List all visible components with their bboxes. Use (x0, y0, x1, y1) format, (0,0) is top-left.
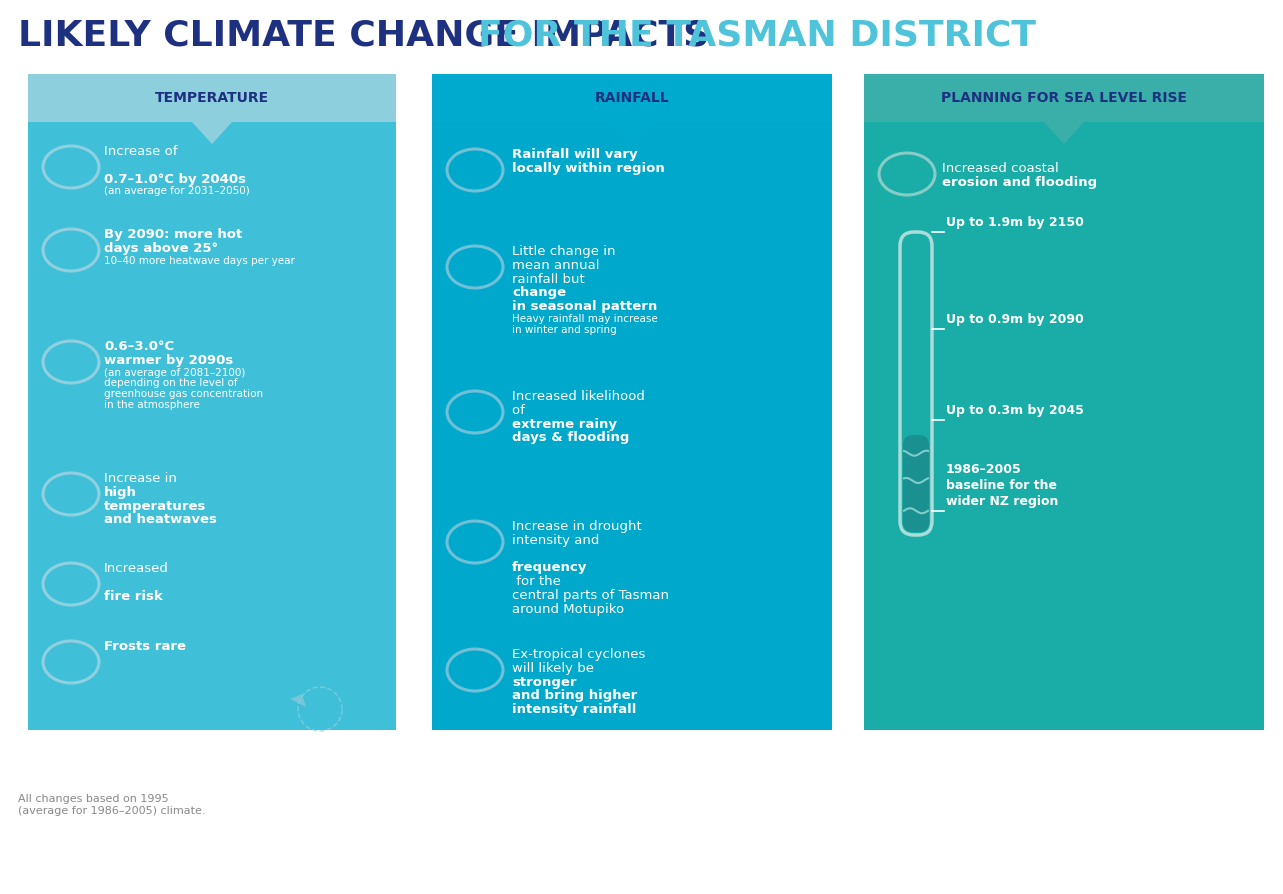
FancyBboxPatch shape (903, 435, 929, 532)
Text: (an average of 2081–2100): (an average of 2081–2100) (104, 367, 245, 377)
Text: high: high (104, 485, 137, 499)
Text: Up to 0.9m by 2090: Up to 0.9m by 2090 (946, 313, 1084, 326)
Polygon shape (612, 122, 652, 144)
Text: FOR THE TASMAN DISTRICT: FOR THE TASMAN DISTRICT (479, 19, 1035, 53)
Text: Increase of: Increase of (104, 145, 177, 158)
Text: for the: for the (512, 575, 561, 588)
Text: Heavy rainfall may increase: Heavy rainfall may increase (512, 314, 658, 324)
Text: and bring higher: and bring higher (512, 689, 638, 703)
Text: greenhouse gas concentration: greenhouse gas concentration (104, 389, 263, 400)
Text: in the atmosphere: in the atmosphere (104, 401, 200, 410)
Text: RAINFALL: RAINFALL (595, 91, 670, 105)
Text: extreme rainy: extreme rainy (512, 417, 617, 431)
Text: Up to 1.9m by 2150: Up to 1.9m by 2150 (946, 216, 1084, 229)
Text: Increased coastal: Increased coastal (942, 162, 1058, 175)
Polygon shape (1044, 122, 1084, 144)
FancyBboxPatch shape (899, 232, 931, 535)
Text: Frosts rare: Frosts rare (104, 640, 186, 653)
Text: days above 25°: days above 25° (104, 241, 218, 255)
Text: intensity and: intensity and (512, 534, 599, 547)
Bar (432, 122, 831, 730)
Text: TEMPERATURE: TEMPERATURE (155, 91, 269, 105)
Text: PLANNING FOR SEA LEVEL RISE: PLANNING FOR SEA LEVEL RISE (940, 91, 1187, 105)
Polygon shape (290, 687, 319, 707)
Text: Up to 0.3m by 2045: Up to 0.3m by 2045 (946, 404, 1084, 417)
Text: (an average for 2031–2050): (an average for 2031–2050) (104, 186, 250, 197)
Text: 0.6–3.0°C: 0.6–3.0°C (104, 340, 174, 353)
Text: Increase in: Increase in (104, 472, 181, 485)
Text: LIKELY CLIMATE CHANGE IMPACTS: LIKELY CLIMATE CHANGE IMPACTS (18, 19, 722, 53)
Text: 0.7–1.0°C by 2040s: 0.7–1.0°C by 2040s (104, 173, 246, 186)
Text: Increased: Increased (104, 562, 169, 575)
Text: central parts of Tasman: central parts of Tasman (512, 589, 668, 602)
Text: around Motupiko: around Motupiko (512, 603, 624, 616)
Text: warmer by 2090s: warmer by 2090s (104, 354, 234, 367)
Text: in seasonal pattern: in seasonal pattern (512, 300, 657, 313)
Text: All changes based on 1995
(average for 1986–2005) climate.: All changes based on 1995 (average for 1… (18, 795, 205, 816)
Polygon shape (192, 122, 232, 144)
Text: 1986–2005
baseline for the
wider NZ region: 1986–2005 baseline for the wider NZ regi… (946, 463, 1058, 508)
Text: mean annual: mean annual (512, 258, 599, 272)
Text: Increased likelihood: Increased likelihood (512, 390, 645, 403)
Text: Increase in drought: Increase in drought (512, 520, 642, 533)
Text: Ex-tropical cyclones: Ex-tropical cyclones (512, 648, 645, 661)
Text: intensity rainfall: intensity rainfall (512, 703, 636, 716)
Text: locally within region: locally within region (512, 162, 665, 174)
Text: days & flooding: days & flooding (512, 431, 630, 444)
Bar (28, 74, 396, 122)
Text: change: change (512, 286, 566, 299)
Text: in winter and spring: in winter and spring (512, 325, 617, 334)
Text: Little change in: Little change in (512, 245, 616, 258)
Text: Rainfall will vary: Rainfall will vary (512, 148, 638, 161)
Text: stronger: stronger (512, 676, 576, 688)
Bar (863, 74, 1264, 122)
Text: By 2090: more hot: By 2090: more hot (104, 228, 242, 241)
Text: frequency: frequency (512, 561, 588, 574)
Bar (863, 122, 1264, 730)
Bar (28, 122, 396, 730)
Bar (432, 74, 831, 122)
Text: will likely be: will likely be (512, 662, 598, 675)
Text: depending on the level of: depending on the level of (104, 378, 237, 388)
Text: temperatures: temperatures (104, 500, 207, 512)
Text: erosion and flooding: erosion and flooding (942, 176, 1097, 189)
Text: of: of (512, 404, 529, 417)
Text: and heatwaves: and heatwaves (104, 513, 217, 527)
Text: rainfall but: rainfall but (512, 273, 589, 285)
Text: 10–40 more heatwave days per year: 10–40 more heatwave days per year (104, 256, 295, 266)
Text: fire risk: fire risk (104, 589, 163, 603)
